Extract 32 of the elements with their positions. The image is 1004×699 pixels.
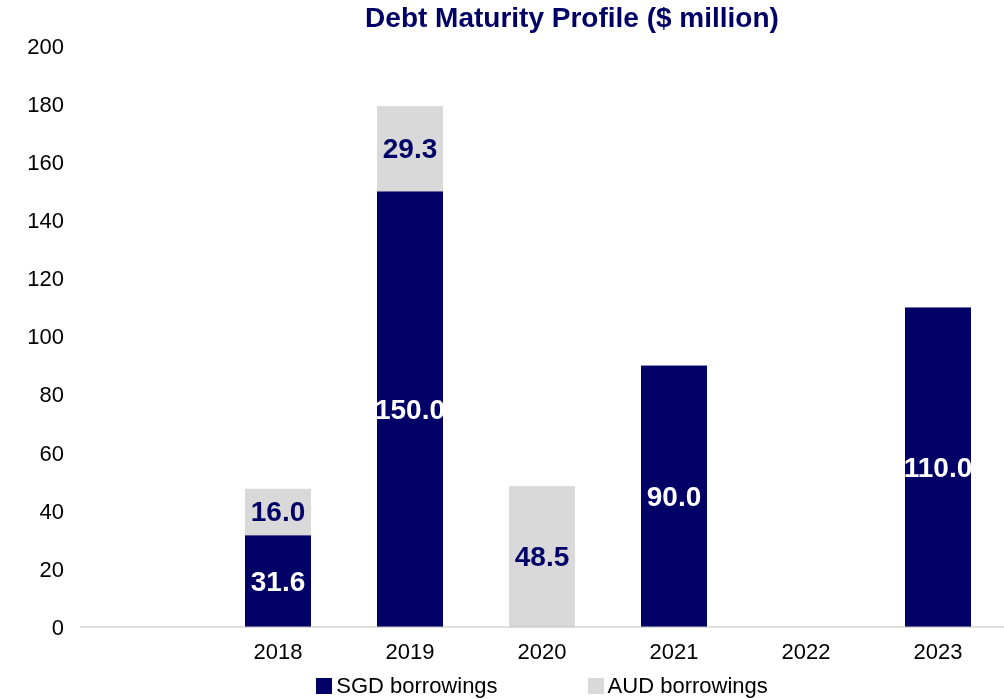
y-tick-label: 100 bbox=[27, 324, 64, 350]
bar bbox=[641, 365, 707, 627]
data-label: 31.6 bbox=[250, 565, 306, 597]
y-tick-label: 60 bbox=[39, 440, 64, 466]
y-tick-label: 120 bbox=[27, 266, 64, 292]
legend-label: SGD borrowings bbox=[335, 673, 498, 699]
x-tick-label: 2023 bbox=[913, 638, 963, 664]
data-label: 110.0 bbox=[903, 451, 973, 483]
y-tick-label: 40 bbox=[39, 498, 64, 524]
bar bbox=[245, 535, 311, 627]
x-tick-label: 2020 bbox=[517, 638, 567, 664]
x-tick-label: 2021 bbox=[649, 638, 699, 664]
x-tick-label: 2018 bbox=[253, 638, 303, 664]
bar bbox=[905, 307, 971, 627]
y-tick-label: 0 bbox=[51, 614, 64, 640]
x-tick-label: 2019 bbox=[385, 638, 435, 664]
y-tick-label: 160 bbox=[27, 150, 64, 176]
data-label: 16.0 bbox=[250, 496, 306, 528]
data-label: 150.0 bbox=[374, 393, 446, 425]
data-label: 90.0 bbox=[646, 480, 702, 512]
y-tick-label: 20 bbox=[39, 556, 64, 582]
legend-label: AUD borrowings bbox=[606, 673, 768, 699]
chart-title: Debt Maturity Profile ($ million) bbox=[364, 2, 780, 34]
y-tick-label: 200 bbox=[27, 33, 64, 59]
bar bbox=[377, 191, 443, 627]
y-tick-label: 180 bbox=[27, 91, 64, 117]
y-tick-label: 140 bbox=[27, 208, 64, 234]
y-tick-label: 80 bbox=[39, 382, 64, 408]
data-label: 48.5 bbox=[514, 541, 570, 573]
data-label: 29.3 bbox=[382, 133, 438, 165]
bar bbox=[509, 486, 575, 627]
x-tick-label: 2022 bbox=[781, 638, 831, 664]
